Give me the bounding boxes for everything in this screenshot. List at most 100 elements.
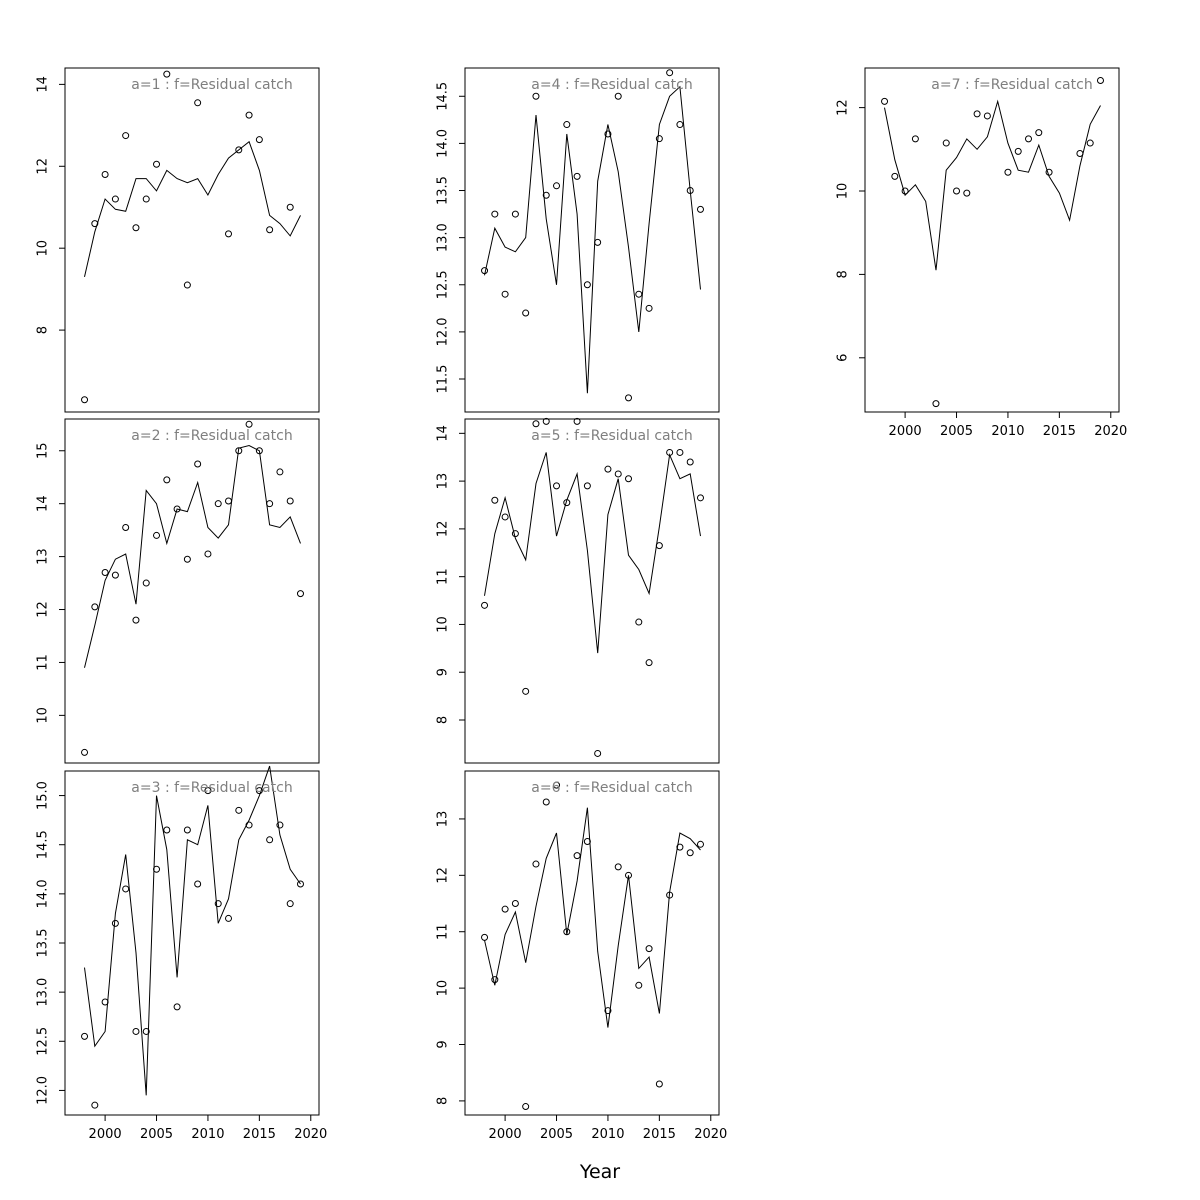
panel-a6: 8 9 10 11 12 13 2000 2005 2010 2015 2020 a=6 : f=Re… — [436, 770, 727, 1142]
observed-point — [635, 618, 643, 626]
y-tick-label: 11 — [436, 923, 451, 940]
observed-point — [583, 837, 591, 845]
observed-point — [276, 821, 284, 829]
fitted-line — [84, 140, 301, 278]
observed-point — [645, 659, 653, 667]
observed-point — [266, 500, 274, 508]
x-tick-label: 2005 — [540, 1127, 573, 1142]
observed-point — [245, 420, 253, 428]
observed-point — [655, 1080, 663, 1088]
observed-point — [142, 579, 150, 587]
observed-point — [635, 290, 643, 298]
panel-title: a=5 : f=Residual catch — [531, 428, 692, 444]
fitted-line — [884, 99, 1101, 271]
observed-point — [511, 210, 519, 218]
observed-point — [686, 187, 694, 195]
observed-point — [625, 394, 633, 402]
observed-point — [276, 468, 284, 476]
y-tick-label: 11 — [436, 568, 451, 585]
observed-point — [255, 136, 263, 144]
observed-point — [645, 945, 653, 953]
observed-point — [81, 748, 89, 756]
plot-frame — [864, 67, 1120, 413]
observed-point — [153, 865, 161, 873]
observed-point — [532, 860, 540, 868]
x-axis-label: Year — [579, 1161, 620, 1183]
panel-title: a=4 : f=Residual catch — [531, 77, 692, 93]
observed-point — [225, 497, 233, 505]
y-tick-label: 14.5 — [36, 830, 51, 859]
observed-point — [214, 500, 222, 508]
observed-point — [194, 99, 202, 107]
observed-point — [1004, 168, 1012, 176]
x-tick-label: 2010 — [591, 1127, 624, 1142]
observed-point — [583, 482, 591, 490]
observed-point — [901, 187, 909, 195]
y-tick-label: 13 — [36, 548, 51, 565]
y-tick-label: 8 — [436, 1097, 451, 1105]
y-tick-label: 13 — [436, 473, 451, 490]
x-tick-label: 2005 — [940, 424, 973, 439]
fitted-line — [484, 85, 701, 394]
observed-point — [255, 447, 263, 455]
x-tick-label: 2015 — [643, 1127, 676, 1142]
y-tick-label: 11 — [36, 654, 51, 671]
observed-point — [645, 304, 653, 312]
observed-point — [101, 170, 109, 178]
y-tick-label: 8 — [36, 326, 51, 334]
observed-point — [983, 112, 991, 120]
observed-point — [501, 290, 509, 298]
y-tick-label: 10 — [836, 183, 851, 200]
observed-point — [932, 400, 940, 408]
observed-point — [563, 121, 571, 129]
observed-point — [881, 97, 889, 105]
observed-point — [163, 476, 171, 484]
observed-point — [532, 92, 540, 100]
fitted-line — [84, 765, 301, 1096]
y-tick-label: 12.5 — [36, 1027, 51, 1056]
observed-point — [532, 420, 540, 428]
observed-point — [204, 550, 212, 558]
panel-a2: 10 11 12 13 14 15 a=2 : f=Residual catch — [36, 418, 320, 764]
y-tick-label: 13.0 — [436, 223, 451, 252]
observed-point — [163, 70, 171, 78]
observed-point — [204, 787, 212, 795]
observed-point — [594, 749, 602, 757]
observed-point — [481, 601, 489, 609]
observed-point — [235, 447, 243, 455]
observed-point — [286, 497, 294, 505]
y-tick-label: 15 — [36, 442, 51, 459]
panel-a7: 6 8 10 12 2000 2005 2010 2015 2020 a=7 : f=Residu… — [836, 67, 1127, 439]
observed-point — [245, 821, 253, 829]
observed-point — [614, 863, 622, 871]
y-tick-label: 6 — [836, 354, 851, 362]
observed-point — [81, 1032, 89, 1040]
observed-point — [625, 871, 633, 879]
plot-frame — [464, 67, 720, 413]
observed-point — [296, 880, 304, 888]
observed-point — [91, 1101, 99, 1109]
observed-point — [553, 781, 561, 789]
observed-point — [122, 132, 130, 140]
y-tick-label: 12 — [36, 601, 51, 618]
panel-a3: 12.0 12.5 13.0 13.5 14.0 14.5 15.0 2000 2005 2010… — [36, 765, 327, 1142]
observed-point — [553, 182, 561, 190]
observed-point — [1086, 139, 1094, 147]
observed-point — [1076, 149, 1084, 157]
observed-point — [553, 482, 561, 490]
observed-point — [255, 787, 263, 795]
y-tick-label: 8 — [836, 270, 851, 278]
y-tick-label: 10 — [436, 616, 451, 633]
observed-point — [573, 172, 581, 180]
y-tick-label: 12.0 — [36, 1076, 51, 1105]
observed-point — [296, 590, 304, 598]
observed-point — [132, 1027, 140, 1035]
observed-point — [1014, 147, 1022, 155]
observed-point — [225, 914, 233, 922]
observed-point — [542, 191, 550, 199]
x-tick-label: 2020 — [1094, 424, 1127, 439]
x-tick-label: 2010 — [191, 1127, 224, 1142]
observed-point — [614, 470, 622, 478]
y-tick-label: 12.5 — [436, 270, 451, 299]
